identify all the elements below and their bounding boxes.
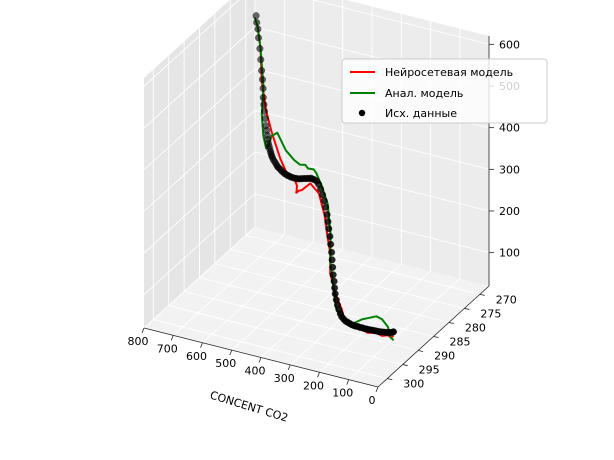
data-point bbox=[322, 203, 330, 211]
plot-area bbox=[252, 12, 398, 342]
data-point bbox=[254, 25, 262, 33]
data-point bbox=[328, 256, 336, 264]
y-tick-label: 290 bbox=[434, 350, 455, 363]
z-tick-label: 200 bbox=[499, 205, 520, 218]
z-tick-label: 300 bbox=[499, 163, 520, 176]
data-point bbox=[326, 232, 334, 240]
data-point bbox=[390, 328, 398, 336]
data-point bbox=[320, 197, 328, 205]
legend-label-analytic: Анал. модель bbox=[385, 87, 463, 100]
y-tick-label: 270 bbox=[496, 293, 517, 306]
y-tick-label: 300 bbox=[403, 378, 424, 391]
data-point bbox=[331, 284, 339, 292]
analytic-model-line bbox=[253, 17, 395, 342]
y-tick-mark bbox=[418, 350, 424, 352]
z-tick-label: 100 bbox=[499, 247, 520, 260]
data-point bbox=[256, 45, 264, 53]
x-axis-label: CONCENT CO2 bbox=[208, 389, 289, 425]
legend-frame bbox=[341, 58, 548, 124]
y-tick-mark bbox=[464, 308, 470, 310]
x-tick-mark bbox=[346, 379, 350, 385]
x-tick-mark bbox=[317, 372, 320, 378]
x-tick-mark bbox=[141, 327, 145, 334]
y-tick-label: 285 bbox=[450, 336, 471, 349]
data-point bbox=[324, 218, 332, 226]
data-point bbox=[259, 75, 267, 83]
y-tick-label: 295 bbox=[419, 364, 440, 377]
y-gridline bbox=[245, 0, 480, 295]
data-point bbox=[259, 84, 267, 92]
z-gridline bbox=[143, 193, 490, 296]
x-tick-label: 800 bbox=[128, 335, 149, 348]
y-gridline bbox=[229, 0, 465, 309]
legend-label-neural: Нейросетевая модель bbox=[385, 66, 513, 79]
legend: Нейросетевая модель Анал. модель Исх. да… bbox=[341, 58, 548, 124]
y-gridline bbox=[152, 69, 388, 380]
data-point bbox=[257, 56, 265, 64]
z-gridline bbox=[143, 151, 490, 254]
data-point bbox=[329, 263, 337, 271]
data-point bbox=[258, 67, 266, 75]
x-tick-mark bbox=[200, 342, 203, 348]
z-tick-label: 600 bbox=[499, 38, 520, 51]
x-tick-label: 600 bbox=[186, 350, 207, 363]
data-point bbox=[261, 114, 269, 122]
data-point bbox=[327, 240, 335, 248]
data-point bbox=[323, 210, 331, 218]
x-tick-mark bbox=[375, 386, 379, 393]
x-tick-mark bbox=[170, 335, 174, 341]
legend-label-data: Исх. данные bbox=[385, 107, 457, 120]
x-tick-mark bbox=[287, 364, 291, 371]
x-gridline bbox=[143, 0, 256, 329]
y-tick-mark bbox=[433, 336, 439, 338]
data-point bbox=[328, 248, 336, 256]
x-tick-label: 300 bbox=[274, 372, 295, 385]
x-tick-mark bbox=[258, 357, 262, 363]
data-point bbox=[261, 107, 269, 115]
y-gridline bbox=[199, 27, 434, 337]
data-point bbox=[260, 101, 268, 109]
y-tick-mark bbox=[402, 364, 408, 366]
data-point bbox=[253, 19, 261, 27]
data-point bbox=[329, 271, 337, 279]
data-point bbox=[254, 34, 262, 42]
x-tick-label: 200 bbox=[303, 379, 324, 392]
x-tick-label: 700 bbox=[157, 342, 178, 355]
x-tick-mark bbox=[229, 349, 233, 356]
x-gridline bbox=[172, 0, 285, 336]
data-point bbox=[331, 290, 339, 298]
data-point bbox=[319, 191, 327, 199]
z-gridline bbox=[143, 109, 490, 212]
x-tick-label: 0 bbox=[369, 394, 376, 407]
x-tick-label: 400 bbox=[245, 365, 266, 378]
data-point bbox=[330, 277, 338, 285]
y-tick-mark bbox=[387, 378, 393, 380]
y-gridline bbox=[168, 55, 403, 366]
y-tick-label: 280 bbox=[465, 321, 486, 334]
y-tick-mark bbox=[448, 322, 454, 324]
data-point bbox=[325, 225, 333, 233]
y-gridline bbox=[183, 41, 419, 351]
y-tick-label: 275 bbox=[480, 307, 501, 320]
z-tick-label: 400 bbox=[499, 122, 520, 135]
y-gridline bbox=[214, 13, 450, 323]
x-tick-label: 100 bbox=[332, 387, 353, 400]
x-tick-label: 500 bbox=[215, 357, 236, 370]
x-gridline bbox=[202, 0, 314, 344]
z-gridline bbox=[143, 0, 490, 87]
data-point bbox=[252, 12, 260, 20]
data-point bbox=[259, 93, 267, 101]
y-tick-mark bbox=[479, 294, 485, 296]
axes-panes bbox=[144, 0, 489, 387]
legend-swatch-data bbox=[358, 109, 366, 117]
